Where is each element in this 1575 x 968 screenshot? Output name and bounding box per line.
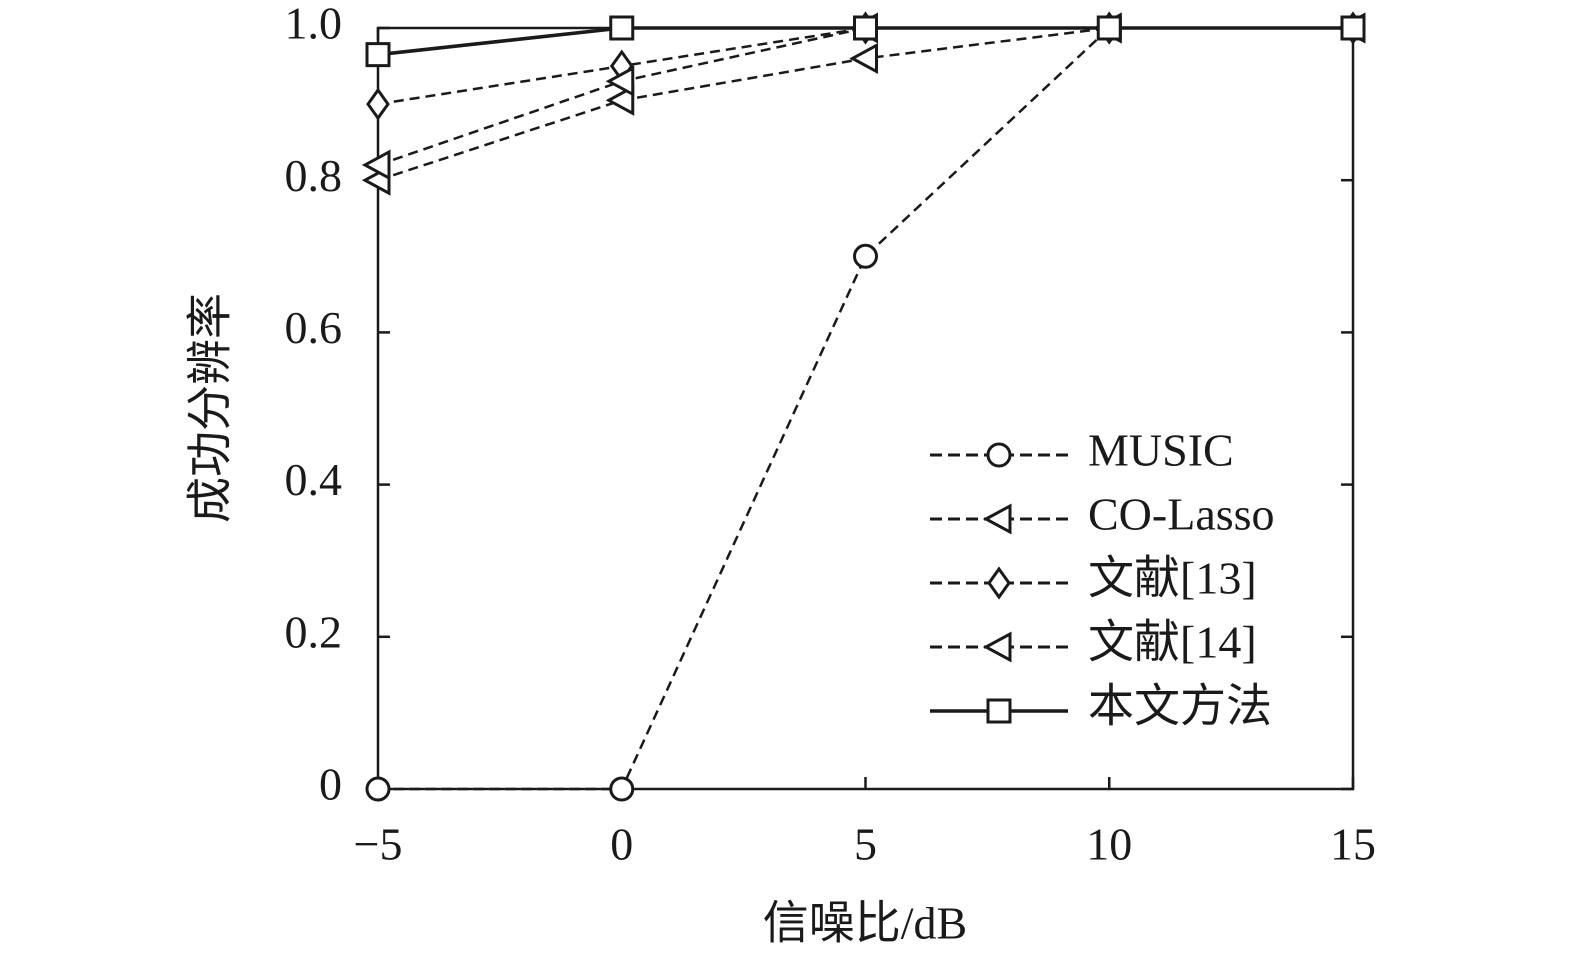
x-tick-label: 10 — [1086, 819, 1132, 870]
marker — [361, 149, 391, 181]
legend-label: MUSIC — [1088, 425, 1234, 476]
legend-marker — [987, 566, 1011, 600]
x-axis-label: 信噪比/dB — [763, 898, 967, 949]
y-tick-label: 0 — [319, 759, 342, 810]
legend-marker — [986, 698, 1012, 724]
y-tick-label: 1.0 — [285, 0, 343, 49]
plot-frame — [376, 26, 1355, 791]
marker — [365, 776, 391, 802]
series-line — [377, 26, 1353, 167]
y-tick-label: 0.6 — [285, 302, 343, 353]
marker — [849, 42, 878, 74]
legend-label: 文献[13] — [1088, 553, 1257, 604]
marker — [366, 87, 390, 121]
x-tick-label: 15 — [1330, 819, 1376, 870]
legend-label: 文献[14] — [1088, 617, 1257, 668]
x-tick-label: −5 — [354, 819, 403, 870]
legend-marker — [986, 442, 1012, 468]
marker — [365, 42, 391, 68]
marker — [609, 776, 635, 802]
y-tick-label: 0.8 — [285, 150, 343, 201]
y-tick-label: 0.2 — [285, 606, 343, 657]
marker — [1340, 15, 1366, 41]
legend-marker — [982, 631, 1012, 663]
y-axis-label: 成功分辨率 — [185, 293, 236, 523]
marker — [1096, 15, 1122, 41]
series-line — [378, 26, 1353, 791]
x-tick-label: 0 — [610, 819, 633, 870]
legend-label: 本文方法 — [1088, 681, 1272, 732]
marker — [605, 65, 635, 97]
marker — [609, 15, 635, 41]
y-tick-label: 0.4 — [285, 454, 343, 505]
marker — [853, 243, 878, 269]
marker — [853, 15, 878, 41]
legend-marker — [982, 503, 1012, 535]
legend-label: CO-Lasso — [1088, 489, 1275, 540]
x-tick-label: 5 — [854, 819, 877, 870]
marker — [605, 84, 635, 116]
